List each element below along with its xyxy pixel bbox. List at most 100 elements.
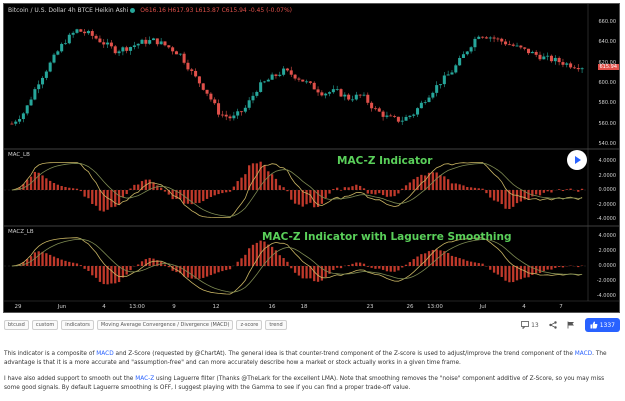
candle-body [109,42,113,47]
candle-body [431,92,435,98]
current-price-tag: 615.94 [597,63,619,70]
candle-body [86,31,90,34]
candle-body [60,43,64,52]
candle-body [393,116,397,117]
candle-body [220,114,224,116]
comments-button[interactable]: 13 [521,321,539,329]
candle-body [289,70,293,75]
candle-body [274,74,278,76]
candle-body [312,82,316,90]
candle-body [41,77,45,85]
chart-frame[interactable]: Bitcoin / U.S. Dollar 4h BTCE Heikin Ash… [3,3,620,313]
tag-chip[interactable]: custom [31,320,59,330]
play-button[interactable] [567,150,587,170]
pane1-macz-line [11,162,583,218]
candle-body [259,82,263,92]
candle-body [106,42,110,45]
candle-body [240,111,244,113]
candle-body [546,55,550,57]
price-axis-label: 580.00 [598,100,617,107]
candle-body [542,56,546,60]
time-axis-label: Jul [479,304,487,310]
candle-body [377,108,381,112]
macd-link[interactable]: MACD [574,351,593,357]
candle-body [262,81,266,83]
candle-body [148,40,152,44]
candle-body [293,74,297,79]
candle-body [285,68,289,71]
flag-icon [567,321,574,329]
tag-chip[interactable]: indicators [61,320,94,330]
candle-body [251,95,255,101]
time-axis-label: 7 [559,304,563,310]
candle-body [167,45,171,48]
candle-body [63,43,67,45]
tag-chip[interactable]: z-score [236,320,263,330]
candle-body [331,89,335,93]
pane1-title: MAC-Z Indicator [337,155,433,167]
candle-body [553,57,557,62]
pane1-signal-line [11,162,583,217]
candle-body [446,74,450,76]
candle-body [316,89,320,93]
candle-body [113,46,117,54]
candle-body [477,36,481,39]
candle-body [412,114,416,116]
candle-body [282,68,286,75]
pane2-title: MAC-Z Indicator with Laguerre Smoothing [262,231,512,243]
candle-body [174,51,178,55]
candle-body [549,55,553,62]
candle-body [530,51,534,54]
candle-body [79,29,83,32]
candle-body [83,31,87,34]
time-axis-label: 13:00 [129,304,145,310]
candle-body [190,69,194,71]
candle-body [416,108,420,115]
candle-body [14,121,18,124]
candle-body [301,79,305,82]
candle-body [278,74,282,76]
candle-body [213,99,217,104]
tag-chip[interactable]: Moving Average Convergence / Divergence … [96,320,234,330]
candle-body [44,71,48,78]
candle-body [370,102,374,109]
tag-chip[interactable]: trend [265,320,287,330]
candle-body [10,123,14,125]
pane1-axis-label: 4.0000 [598,158,617,164]
candle-body [67,34,71,44]
candle-body [328,92,332,94]
tag-chip[interactable]: btcusd [4,320,29,330]
candle-body [132,45,136,47]
price-axis-label: 560.00 [598,120,617,127]
candle-body [37,84,41,90]
candle-body [381,111,385,117]
candle-body [159,41,163,45]
candle-body [354,94,358,100]
candle-body [144,39,148,44]
candle-body [423,102,427,103]
candle-body [362,94,366,96]
candle-body [473,38,477,48]
candle-body [232,115,236,119]
like-button[interactable]: 1337 [584,318,620,332]
chart-canvas[interactable] [4,4,620,313]
candle-body [163,41,167,46]
share-button[interactable] [549,321,557,329]
candle-body [488,37,492,39]
candle-body [18,119,22,122]
macz-link[interactable]: MAC-Z [135,376,155,382]
candle-body [465,51,469,55]
flag-button[interactable] [567,321,575,329]
candle-body [408,115,412,117]
candle-body [186,62,190,70]
candle-body [427,97,431,103]
desc-text: This indicator is a composite of [4,351,97,357]
ticker-header: Bitcoin / U.S. Dollar 4h BTCE Heikin Ash… [8,7,292,14]
candle-body [236,111,240,116]
candle-body [98,38,102,43]
candle-body [270,74,274,80]
candle-body [209,93,213,100]
comments-count: 13 [531,321,539,329]
candle-body [572,67,576,69]
macd-link[interactable]: MACD [96,351,114,357]
